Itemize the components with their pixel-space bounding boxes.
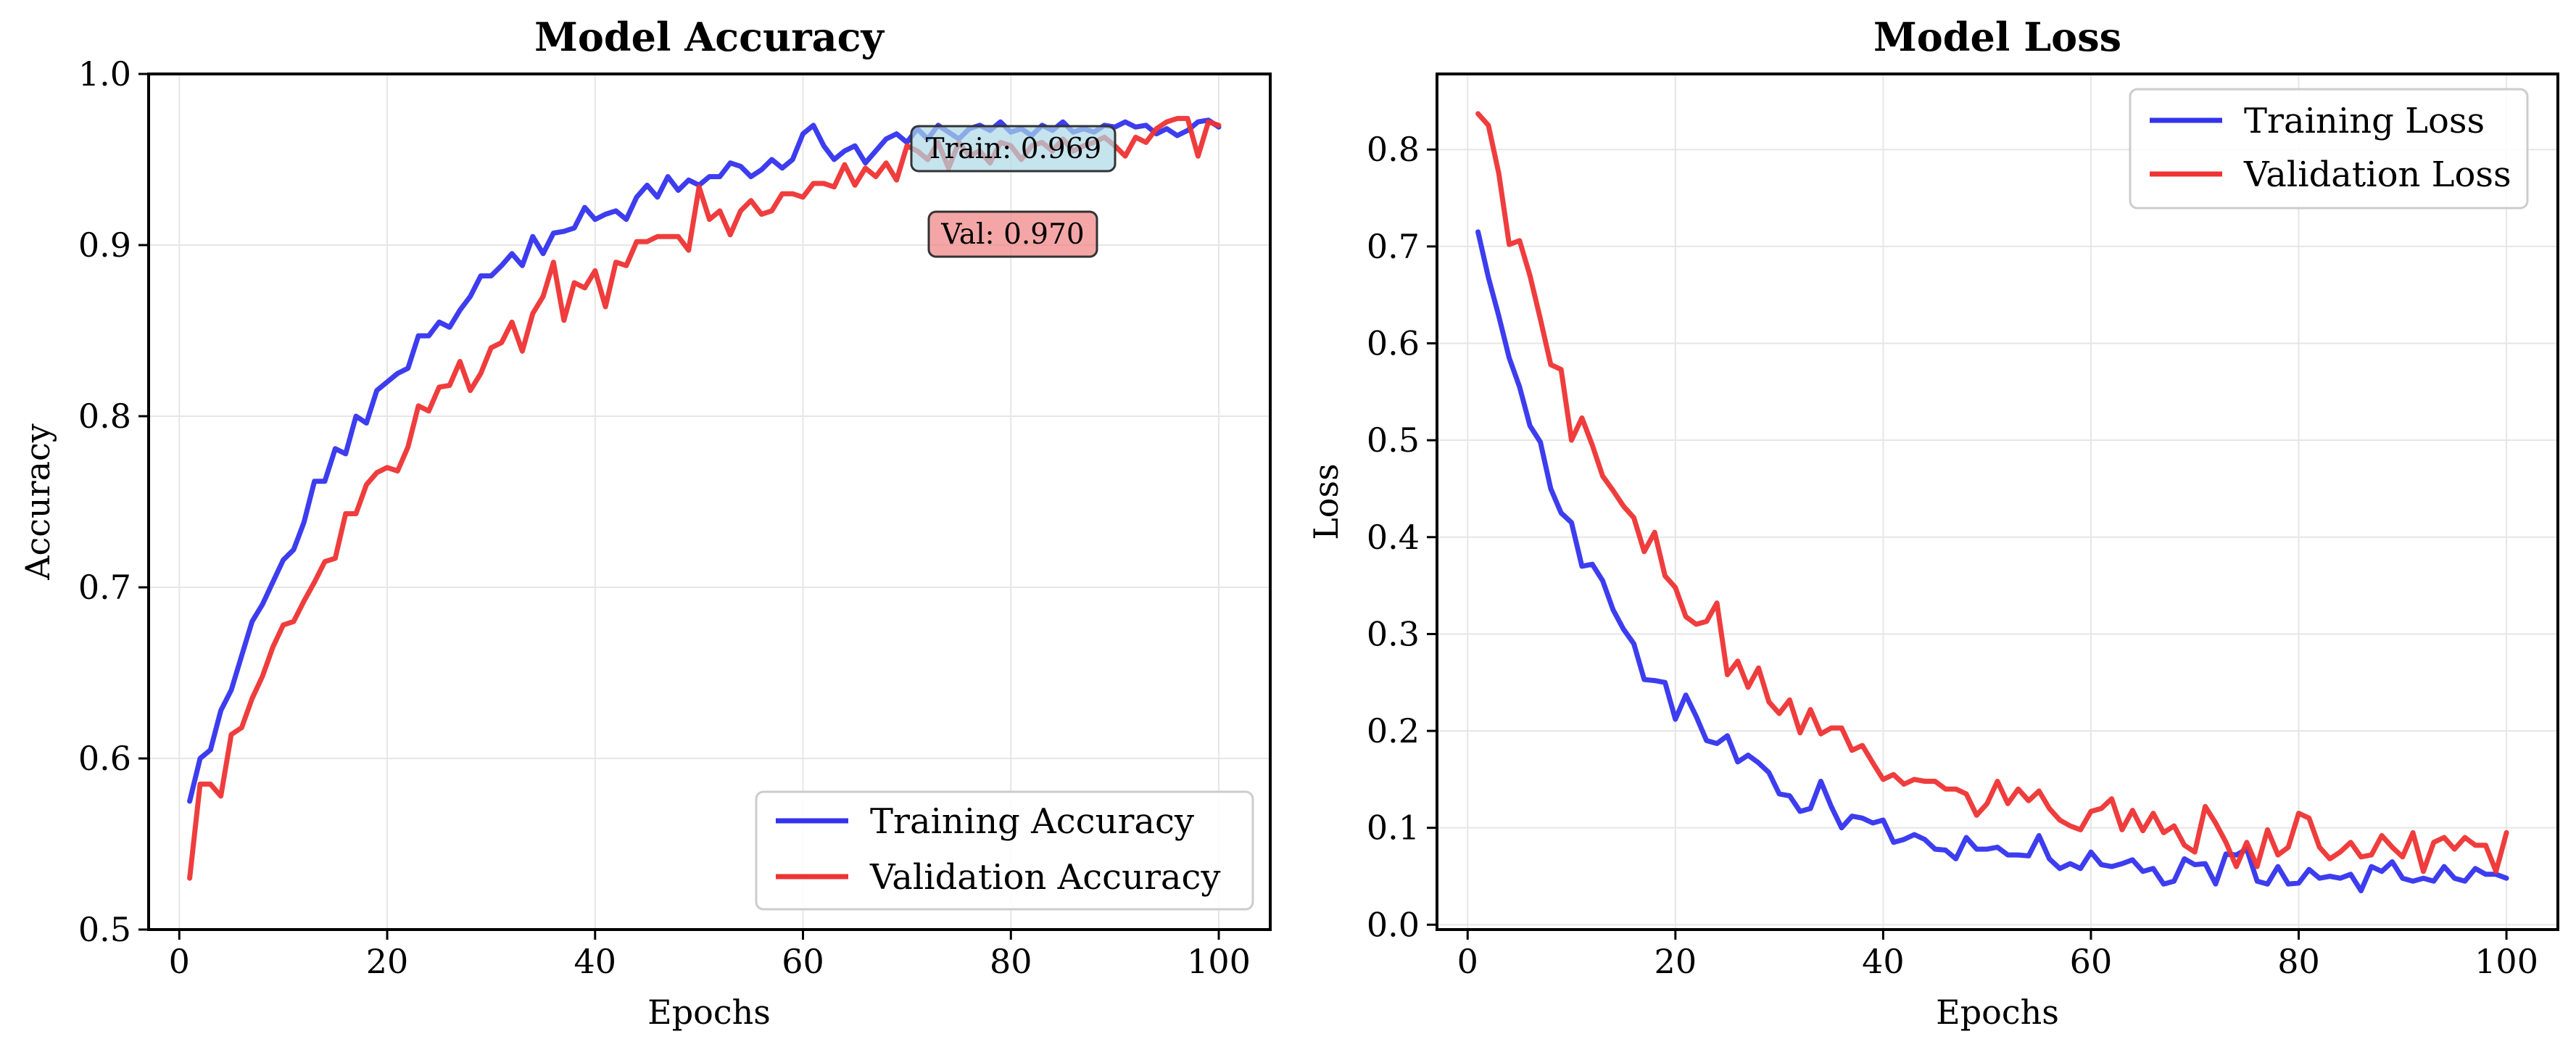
loss-x-tick-label: 80 — [2277, 942, 2320, 981]
accuracy-x-tick-label: 60 — [782, 942, 824, 981]
accuracy-legend: Training Accuracy Validation Accuracy — [755, 790, 1254, 911]
accuracy-y-tick-label: 0.7 — [78, 568, 131, 607]
loss-y-axis-label: Loss — [1306, 463, 1346, 539]
loss-grid — [1437, 74, 2558, 930]
loss-x-tick-label: 60 — [2070, 942, 2113, 981]
validation-loss-line — [1475, 111, 2509, 874]
loss-series-lines — [1475, 111, 2509, 893]
accuracy-x-tick-label: 40 — [574, 942, 617, 981]
val-final-annotation-box — [927, 210, 1098, 258]
training-loss-line — [1475, 229, 2509, 893]
accuracy-x-tick-label: 0 — [169, 942, 190, 981]
loss-x-tick-label: 40 — [1862, 942, 1905, 981]
accuracy-y-tick-label: 0.5 — [78, 910, 131, 949]
loss-x-tick-label: 0 — [1457, 942, 1478, 981]
loss-legend-label-validation: Validation Loss — [2243, 154, 2511, 195]
accuracy-y-tick-label: 0.8 — [78, 397, 131, 436]
accuracy-y-tick-label: 0.9 — [78, 226, 131, 265]
accuracy-x-axis-label: Epochs — [647, 993, 771, 1032]
accuracy-y-tick-label: 0.6 — [78, 739, 131, 778]
loss-x-axis-label: Epochs — [1936, 993, 2059, 1032]
loss-y-tick-label: 0.8 — [1367, 130, 1420, 169]
val-final-annotation-text: Val: 0.970 — [940, 218, 1085, 251]
loss-y-tick-label: 0.2 — [1367, 711, 1420, 750]
train-final-annotation-box — [910, 125, 1117, 173]
accuracy-x-tick-label: 80 — [990, 942, 1032, 981]
loss-y-tick-label: 0.5 — [1367, 421, 1420, 460]
accuracy-legend-box — [755, 790, 1254, 911]
accuracy-plot-frame — [147, 73, 1272, 931]
loss-chart: 0 20 40 60 80 1000.00.10.20.30.40.50.60.70.8 … — [1306, 14, 2559, 1032]
loss-y-tick-label: 0.3 — [1367, 614, 1420, 653]
accuracy-y-axis-label: Accuracy — [18, 423, 57, 581]
accuracy-x-tick-label: 20 — [366, 942, 409, 981]
loss-x-tick-label: 20 — [1654, 942, 1697, 981]
accuracy-legend-label-training: Training Accuracy — [870, 801, 1194, 842]
accuracy-ticks: 0 20 40 60 80 100 0.5 0.6 0.7 0.8 0.9 1.0 — [78, 54, 1251, 981]
loss-legend-label-training: Training Loss — [2244, 101, 2485, 141]
train-final-annotation: Train: 0.969 — [910, 125, 1117, 173]
accuracy-y-tick-label: 1.0 — [78, 54, 131, 94]
train-final-annotation-text: Train: 0.969 — [926, 133, 1102, 165]
loss-legend: Training Loss Validation Loss — [2129, 88, 2529, 210]
val-final-annotation: Val: 0.970 — [927, 210, 1098, 258]
loss-x-tick-label: 100 — [2474, 942, 2538, 981]
accuracy-title: Model Accuracy — [534, 14, 885, 60]
accuracy-x-tick-label: 100 — [1187, 942, 1251, 981]
loss-y-tick-label: 0.1 — [1367, 808, 1420, 848]
loss-legend-box — [2129, 88, 2529, 210]
loss-y-tick-label: 0.7 — [1367, 227, 1420, 266]
loss-ticks: 0 20 40 60 80 100 0.0 0.1 0.2 0.3 0.4 0.5 0.6 0.7 0.8 — [1367, 130, 2538, 981]
loss-y-tick-label: 0.0 — [1367, 905, 1420, 944]
loss-title: Model Loss — [1873, 14, 2121, 60]
loss-y-tick-label: 0.4 — [1367, 518, 1420, 557]
accuracy-chart: 0 20 40 60 80 100 0.5 0.6 0.7 0.8 0.9 1.0 Model Acc… — [18, 14, 1272, 1032]
accuracy-legend-label-validation: Validation Accuracy — [869, 857, 1221, 898]
loss-y-tick-label: 0.6 — [1367, 324, 1420, 363]
loss-plot-frame — [1436, 73, 2559, 931]
